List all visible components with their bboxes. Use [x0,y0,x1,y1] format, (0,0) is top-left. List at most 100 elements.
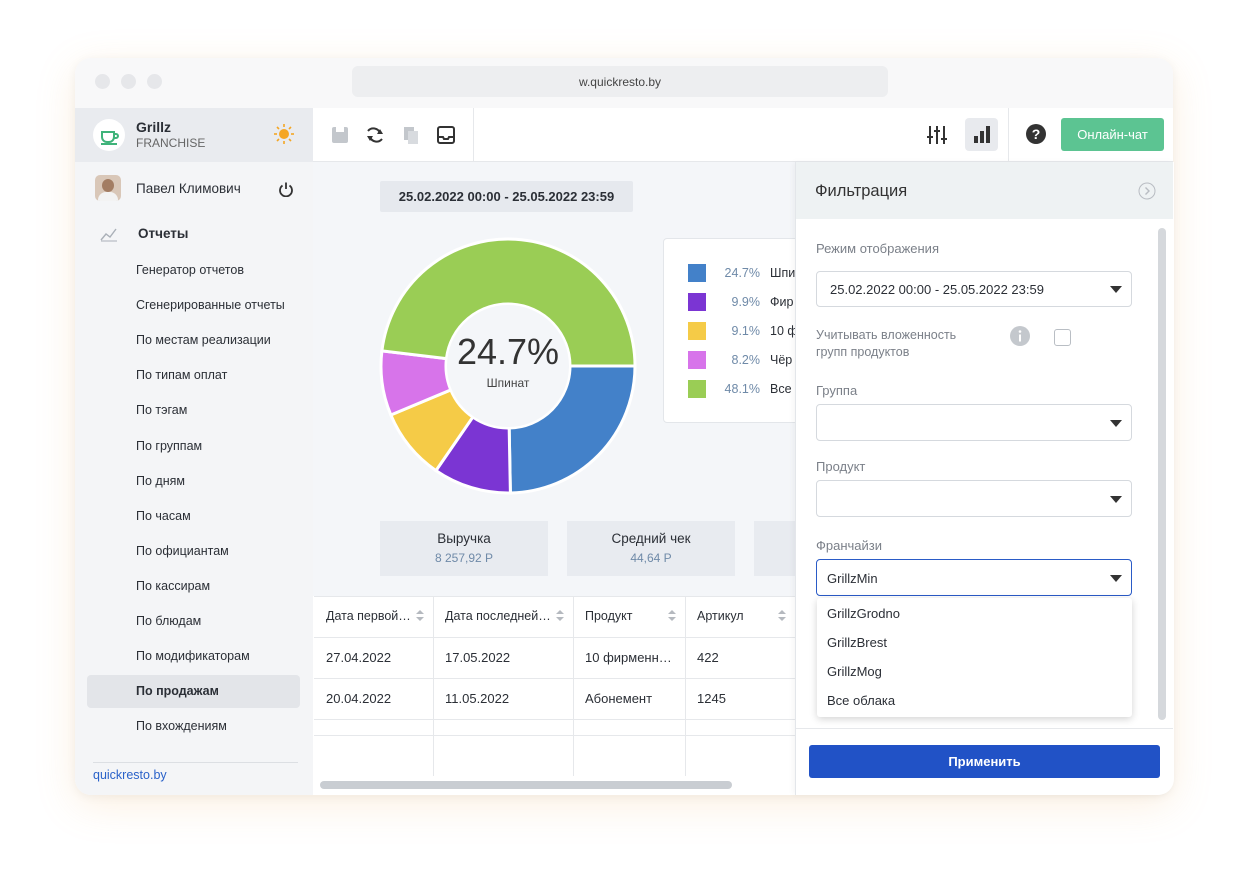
row-line [314,735,795,736]
logo [93,119,125,151]
column-header[interactable]: Продукт [585,609,633,623]
legend-value: 24.7% [724,266,760,280]
table-cell: 1245 [697,691,726,706]
legend-label: Все [770,382,792,396]
theme-toggle[interactable] [273,123,295,145]
url: w.quickresto.by [578,75,662,89]
legend-value: 9.1% [731,324,761,338]
sort-icon[interactable] [416,610,424,622]
filter-title: Фильтрация [815,182,908,200]
product-select[interactable] [816,480,1132,517]
legend-label: Чёр [770,353,793,367]
col-line [573,596,574,776]
dropdown-option[interactable]: Все облака [827,693,896,708]
chart-button[interactable] [965,118,998,151]
logo-icon [101,131,119,145]
address-bar[interactable] [352,66,888,97]
avatar [95,175,121,201]
row-line [314,637,795,638]
select-value: GrillzMin [827,571,878,586]
column-header[interactable]: Дата первой… [326,609,411,623]
user-name: Павел Климович [136,181,241,196]
sort-icon[interactable] [778,610,786,622]
checkbox[interactable] [1054,329,1071,346]
menu-item[interactable]: По дням [136,473,185,488]
table-cell: 10 фирменн… [585,650,672,665]
sort-icon[interactable] [668,610,676,622]
field-label: Франчайзи [816,538,883,553]
table-cell: 17.05.2022 [445,650,511,665]
menu-item[interactable]: Сгенерированные отчеты [136,298,285,313]
dropdown-option[interactable]: GrillzBrest [827,635,887,650]
dropdown [817,598,1132,717]
donut-slice[interactable] [380,237,637,368]
menu-item[interactable]: Генератор отчетов [136,263,244,277]
menu-item[interactable]: По местам реализации [136,333,271,348]
col-line [433,596,434,776]
dropdown-option[interactable]: GrillzMog [827,664,882,679]
checkbox-label: групп продуктов [816,345,910,359]
toolbar-actions[interactable] [330,124,460,146]
kpi-label: Выручка [437,531,491,546]
menu-item[interactable]: По группам [136,438,203,453]
date-chip [380,181,633,212]
table [313,596,795,795]
menu-item[interactable]: По вхождениям [136,719,227,734]
menu-item[interactable]: По официантам [136,543,229,558]
settings-button[interactable] [926,124,948,146]
chat-button-label: Онлайн-чат [1077,127,1148,142]
menu-item[interactable]: По типам оплат [136,368,228,383]
donut-chart [379,237,637,495]
column-header[interactable]: Артикул [697,609,744,623]
menu-item[interactable]: По продажам [136,684,219,699]
legend-swatch [688,351,706,369]
legend-swatch [688,322,706,340]
dropdown-option[interactable]: GrillzGrodno [827,606,900,621]
chat-button[interactable] [1061,118,1164,151]
info-icon[interactable] [1010,326,1030,346]
kpi-value: 44,64 Р [630,551,672,565]
kpi-card [380,521,548,576]
field-label: Продукт [816,459,866,474]
active-menu-highlight [87,675,300,708]
menu-item[interactable]: По модификаторам [136,649,250,664]
window-dot [95,74,110,89]
row-line [314,596,795,597]
window-dot [147,74,162,89]
divider [1008,108,1009,162]
collapse-button[interactable] [1138,182,1156,200]
group-select[interactable] [816,404,1132,441]
franchise-select[interactable] [816,559,1132,596]
apply-button-label: Применить [948,754,1021,769]
menu-item[interactable]: По кассирам [136,578,211,593]
scrollbar[interactable] [1158,228,1166,720]
legend-value: 8.2% [731,353,761,367]
kpi-label: Средний чек [611,531,691,546]
row-line [314,719,795,720]
apply-button[interactable] [809,745,1160,778]
mode-select[interactable] [816,271,1132,307]
col-line [685,596,686,776]
sort-icon[interactable] [556,610,564,622]
window-dot [121,74,136,89]
kpi-value: 8 257,92 Р [434,551,494,565]
column-header[interactable]: Дата последней… [445,609,551,623]
table-cell: 11.05.2022 [445,691,510,706]
divider [796,728,1173,729]
legend-label: Фир [770,295,794,309]
help-button[interactable]: ? [1026,124,1046,144]
donut-slice[interactable] [507,364,637,495]
scrollbar[interactable] [320,781,732,789]
divider [93,762,298,763]
section-title: Отчеты [138,226,189,241]
menu-item[interactable]: По часам [136,508,191,523]
legend-value: 9.9% [731,295,761,309]
svg-text:?: ? [1032,126,1041,142]
menu-item[interactable]: По блюдам [136,614,202,628]
logout-button[interactable] [278,181,294,197]
footer-link[interactable]: quickresto.by [93,768,167,782]
legend-label: Шпи [770,266,796,280]
table-cell: 27.04.2022 [326,650,392,665]
menu-item[interactable]: По тэгам [136,403,188,418]
